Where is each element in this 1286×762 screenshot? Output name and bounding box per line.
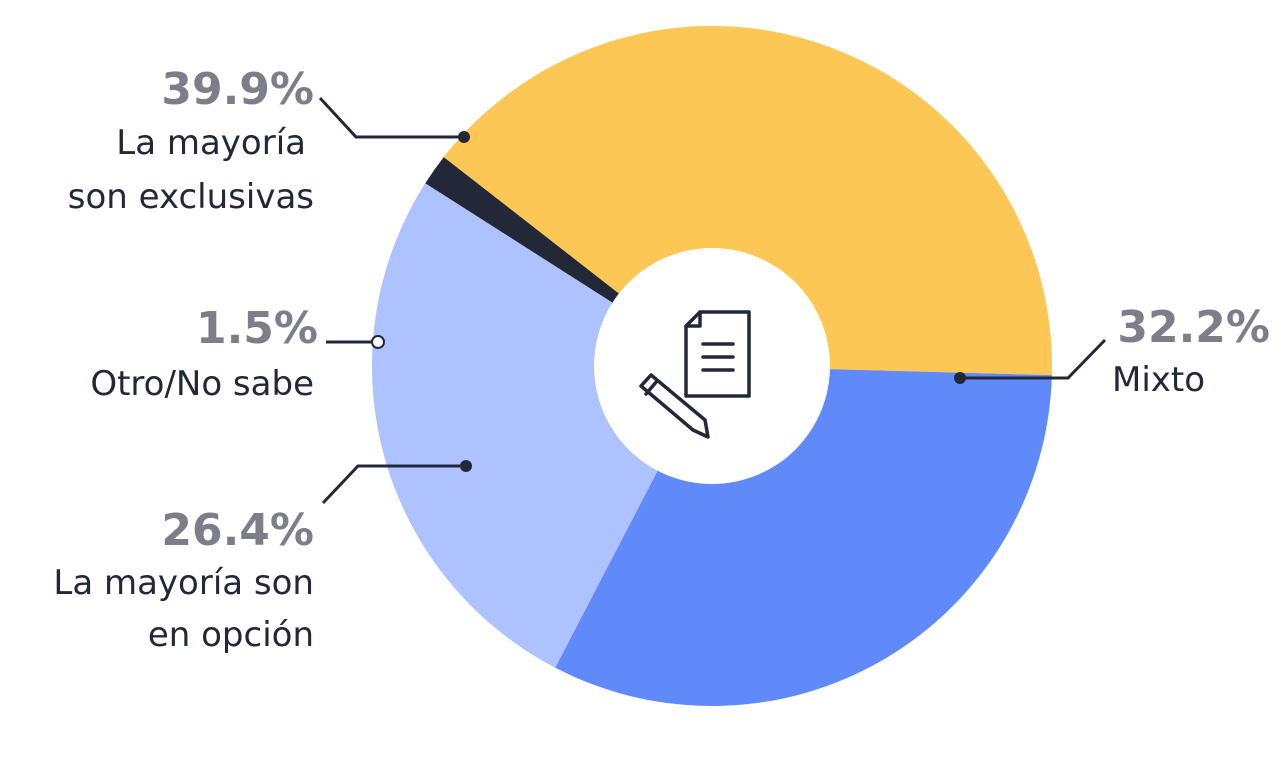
slice-label-line: Mixto [1112,360,1205,400]
percent-label: 39.9% [161,64,314,115]
donut-hole [594,248,830,484]
pie-slice-0 [443,25,1053,376]
leader-dot-otro [371,335,385,349]
slice-label-line: en opción [148,615,314,655]
label-mixto: 32.2% Mixto [1112,302,1270,400]
leader-dot-opcion [460,460,472,472]
slice-label-line: son exclusivas [68,177,314,217]
document-pencil-icon [639,310,751,439]
leader-line-opcion [321,464,466,505]
label-opcion: 26.4% La mayoría son en opción [53,505,314,655]
percent-label: 26.4% [161,505,314,556]
slice-label-line: Otro/No sabe [90,364,314,404]
slice-label-line: La mayoría son [53,563,314,603]
pie-slice-2 [372,183,712,668]
label-otro: 1.5% Otro/No sabe [90,303,318,404]
leader-line-exclusivas [318,96,464,139]
percent-label: 32.2% [1117,302,1270,353]
leader-dot-mixto [954,372,966,384]
leader-lines [318,96,1107,505]
slice-label-line: La mayoría [116,123,306,163]
percent-label: 1.5% [196,303,318,354]
leader-dot-exclusivas [458,131,470,143]
label-exclusivas: 39.9% La mayoría son exclusivas [68,64,314,217]
leader-line-mixto [960,338,1107,380]
